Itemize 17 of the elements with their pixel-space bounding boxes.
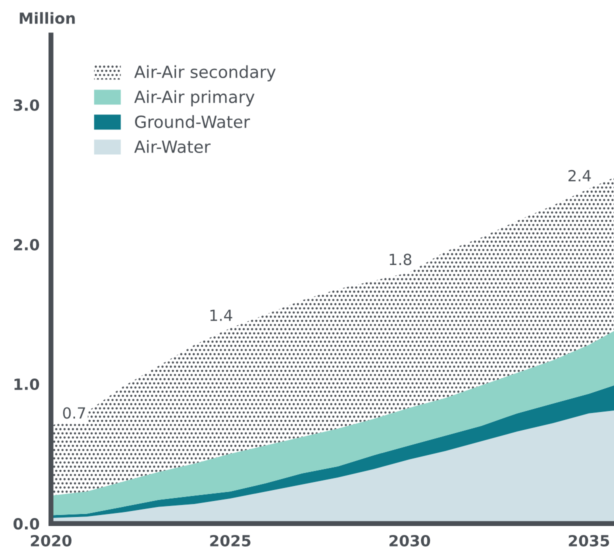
x-tick-label: 2020 (30, 534, 72, 547)
x-tick-label: 2030 (390, 534, 430, 547)
x-tick-label: 2025 (210, 534, 250, 547)
x-tick-label: 2035 (568, 534, 610, 547)
y-tick-label: 0.0 (14, 518, 40, 530)
y-axis-title: Million (20, 12, 75, 24)
y-tick-label: 3.0 (14, 99, 40, 111)
legend-label: Air-Air primary (134, 90, 254, 106)
annotation: 0.7 (63, 407, 86, 419)
legend-label: Ground-Water (135, 115, 250, 128)
annotation: 2.4 (568, 170, 591, 182)
annotation: 1.4 (210, 310, 232, 321)
legend-label: Air-Water (134, 140, 211, 154)
legend-label: Air-Air secondary (134, 65, 276, 82)
y-tick-label: 1.0 (14, 378, 40, 390)
annotation: 1.8 (390, 254, 412, 266)
y-tick-label: 2.0 (14, 238, 40, 250)
